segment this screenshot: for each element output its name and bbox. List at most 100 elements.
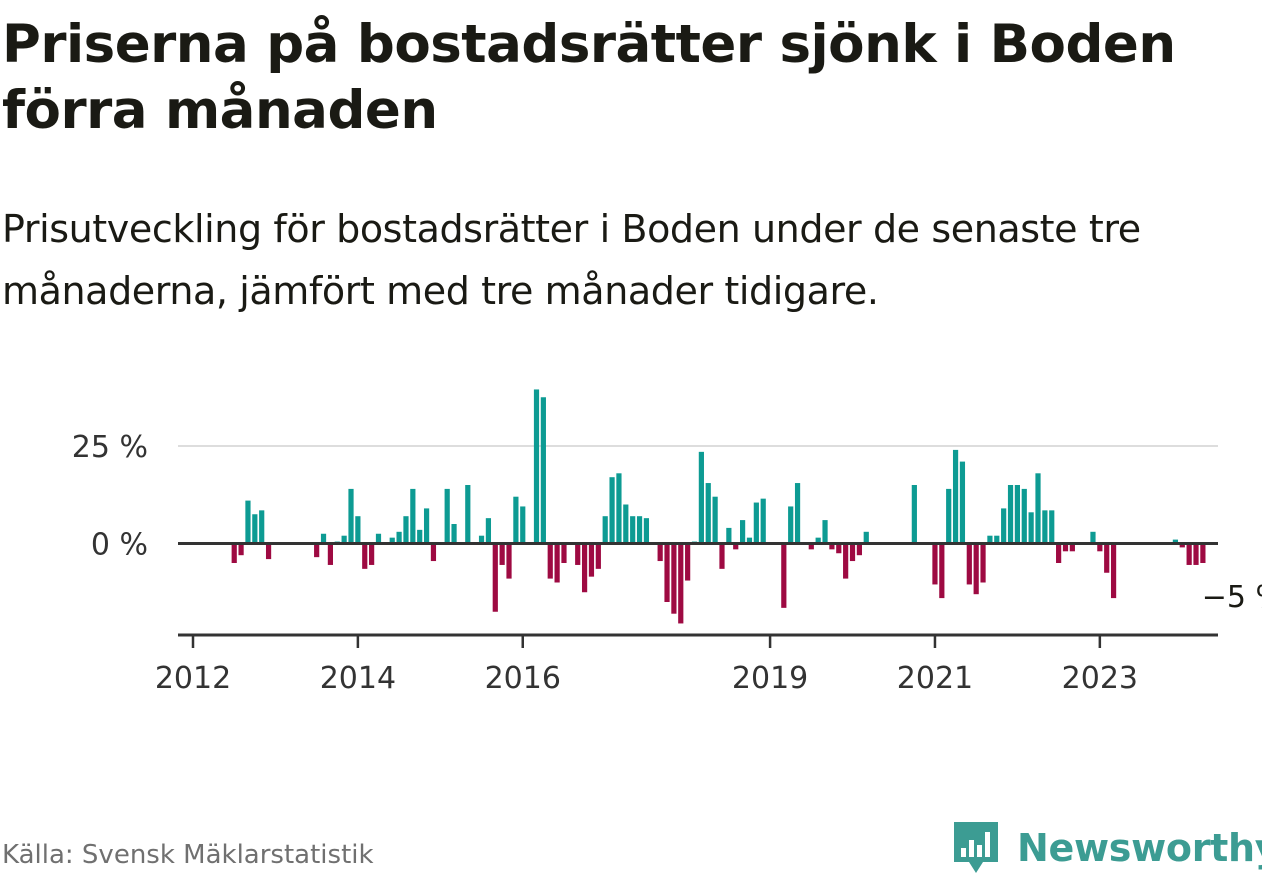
- bar: [616, 473, 622, 544]
- bar: [1014, 485, 1020, 544]
- bar: [1104, 543, 1110, 573]
- bar: [417, 529, 423, 544]
- bar: [746, 537, 753, 544]
- bar: [1193, 543, 1199, 565]
- bar: [980, 543, 986, 583]
- bar: [265, 543, 272, 560]
- bar: [499, 543, 505, 565]
- newsworthy-logo[interactable]: Newsworthy: [951, 818, 1262, 878]
- bar: [478, 535, 485, 544]
- bar: [959, 461, 966, 544]
- bar: [794, 483, 801, 544]
- bar-chart-logo-icon: [954, 822, 998, 873]
- bar: [719, 543, 725, 569]
- bar: [911, 485, 917, 544]
- bar: [375, 533, 382, 544]
- bar: [554, 543, 560, 583]
- bar-chart: 0 % 25 % 2012 2014 2016 2019 2021 2023 −5 %: [72, 389, 1262, 696]
- bars: [231, 389, 1206, 624]
- bar: [939, 543, 945, 599]
- bar: [238, 543, 244, 556]
- source-note: Källa: Svensk Mäklarstatistik: [2, 840, 374, 870]
- bar: [1090, 531, 1096, 544]
- bar: [547, 543, 553, 579]
- bar: [602, 516, 608, 544]
- bar: [733, 543, 739, 550]
- bar: [664, 543, 670, 602]
- bar: [685, 543, 691, 581]
- bar: [815, 537, 821, 544]
- bar: [1062, 543, 1069, 552]
- bar: [932, 543, 938, 585]
- x-axis-ticks: 2012 2014 2016 2019 2021 2023: [155, 635, 1138, 696]
- bar: [465, 485, 471, 544]
- bar: [1007, 485, 1014, 544]
- bar: [314, 543, 320, 558]
- bar: [1069, 543, 1075, 552]
- x-tick-label: 2016: [485, 661, 561, 696]
- bar: [636, 516, 643, 544]
- bar: [444, 488, 450, 544]
- x-tick-label: 2014: [320, 661, 396, 696]
- bar: [781, 543, 787, 608]
- bar: [1021, 488, 1027, 544]
- chart-title: Priserna på bostadsrätter sjönk i Boden …: [2, 14, 1176, 141]
- bar: [561, 543, 567, 563]
- x-tick-label: 2023: [1062, 661, 1138, 696]
- bar: [1028, 512, 1034, 544]
- y-axis-labels: 0 % 25 %: [72, 430, 148, 563]
- bar: [513, 496, 519, 544]
- bar: [623, 504, 629, 544]
- bar: [259, 510, 265, 544]
- bar: [671, 543, 677, 614]
- bar: [788, 506, 794, 544]
- bar: [581, 543, 588, 593]
- bar: [252, 514, 258, 544]
- bar: [1001, 508, 1007, 544]
- bar: [355, 516, 361, 544]
- bar: [1035, 473, 1041, 544]
- bar: [1097, 543, 1103, 552]
- bar: [849, 543, 856, 562]
- bar: [726, 527, 732, 544]
- bar: [588, 543, 595, 577]
- bar: [362, 543, 368, 569]
- x-tick-label: 2019: [732, 661, 808, 696]
- bar: [843, 543, 849, 579]
- y-tick-label: 0 %: [91, 528, 148, 563]
- bar: [829, 543, 835, 550]
- bar: [348, 488, 354, 544]
- bar: [863, 531, 869, 544]
- bar: [231, 543, 237, 563]
- bar: [952, 449, 959, 544]
- bar: [1200, 543, 1206, 563]
- bar: [540, 397, 546, 544]
- y-tick-label: 25 %: [72, 430, 148, 465]
- last-value-label: −5 %: [1202, 580, 1262, 615]
- x-tick-label: 2012: [155, 661, 231, 696]
- bar: [856, 543, 862, 556]
- bar: [1179, 543, 1185, 548]
- bar: [245, 500, 251, 544]
- bar: [403, 516, 409, 544]
- bar: [492, 543, 498, 612]
- bar: [520, 506, 526, 544]
- bar: [836, 543, 842, 554]
- bar: [341, 535, 347, 544]
- bar: [451, 524, 457, 544]
- bar: [389, 537, 395, 544]
- chart-subtitle: Prisutveckling för bostadsrätter i Boden…: [2, 207, 1141, 313]
- bar: [994, 535, 1000, 544]
- bar: [1049, 510, 1055, 544]
- bar: [657, 543, 663, 562]
- bar: [1110, 543, 1117, 599]
- bar: [609, 477, 615, 544]
- bar: [1172, 539, 1179, 544]
- bar: [410, 488, 416, 544]
- bar: [1186, 543, 1192, 565]
- bar: [966, 543, 972, 585]
- bar: [712, 496, 718, 544]
- brand-name: Newsworthy: [1017, 826, 1262, 870]
- bar: [822, 520, 828, 544]
- bar: [506, 543, 512, 579]
